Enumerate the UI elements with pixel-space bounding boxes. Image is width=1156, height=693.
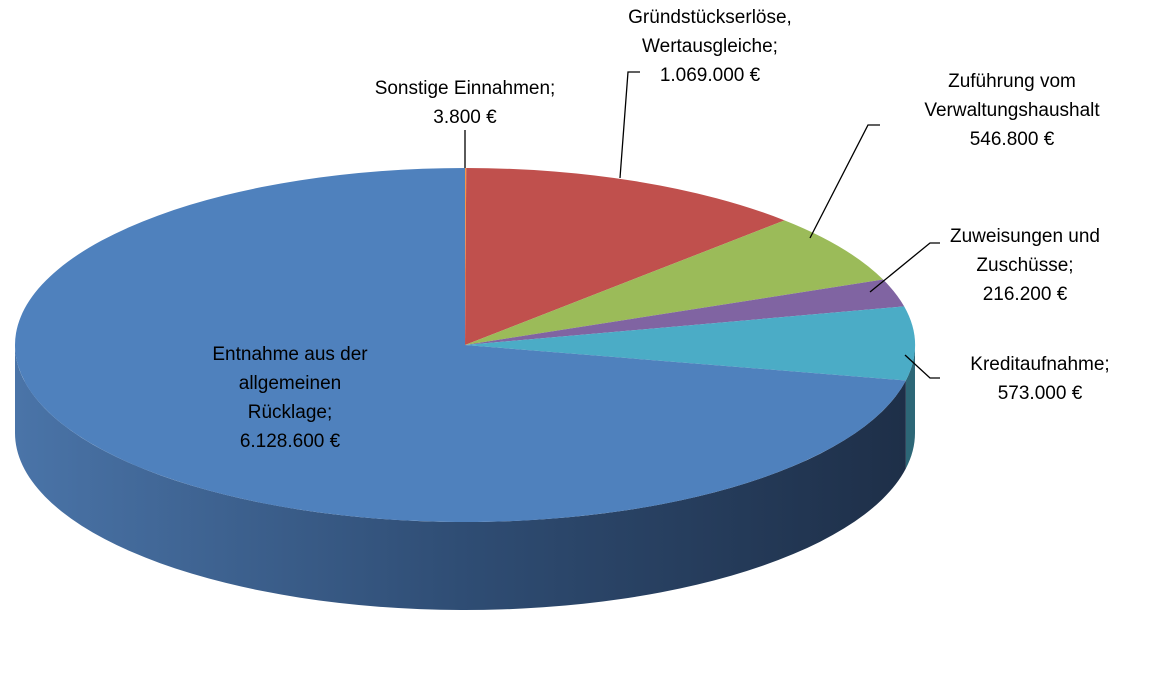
value-label: 6.128.600 € — [239, 431, 341, 452]
leader-line — [904, 354, 940, 379]
category-label: Zuführung vom Verwaltungshaushalt — [924, 71, 1100, 121]
slice-side — [15, 345, 906, 610]
slice-label: Zuführung vom Verwaltungshaushalt 546.800… — [897, 67, 1127, 154]
category-label: Gründstückserlöse, Wertausgleiche; — [628, 7, 792, 57]
category-label: Entnahme aus der allgemeinen Rücklage; — [212, 344, 368, 423]
leader-line — [869, 242, 940, 293]
slice-label: Kreditaufnahme; 573.000 € — [940, 350, 1140, 408]
slice — [465, 168, 785, 345]
slice — [465, 168, 467, 345]
slice — [465, 220, 884, 345]
value-label: 1.069.000 € — [659, 65, 761, 86]
category-label: Kreditaufnahme; — [970, 354, 1110, 375]
category-label: Zuweisungen und Zuschüsse; — [950, 226, 1100, 276]
leader-line — [809, 124, 880, 239]
slice-label: Sonstige Einnahmen; 3.800 € — [335, 74, 595, 132]
slice — [465, 306, 916, 381]
value-label: 573.000 € — [997, 383, 1083, 404]
value-label: 216.200 € — [982, 284, 1068, 305]
slice — [15, 168, 906, 522]
leader-line — [619, 71, 640, 179]
category-label: Sonstige Einnahmen; — [374, 78, 556, 99]
pie-tops — [15, 168, 916, 522]
value-label: 3.800 € — [433, 107, 497, 128]
slice — [465, 279, 905, 345]
leader-lines — [464, 71, 940, 379]
slice-label: Gründstückserlöse, Wertausgleiche; 1.069.… — [610, 3, 810, 90]
slice-side — [905, 345, 915, 469]
slice-label: Zuweisungen und Zuschüsse; 216.200 € — [925, 222, 1125, 309]
pie-sides — [15, 345, 915, 610]
slice-label: Entnahme aus der allgemeinen Rücklage; 6.… — [210, 340, 370, 456]
value-label: 546.800 € — [969, 129, 1055, 150]
